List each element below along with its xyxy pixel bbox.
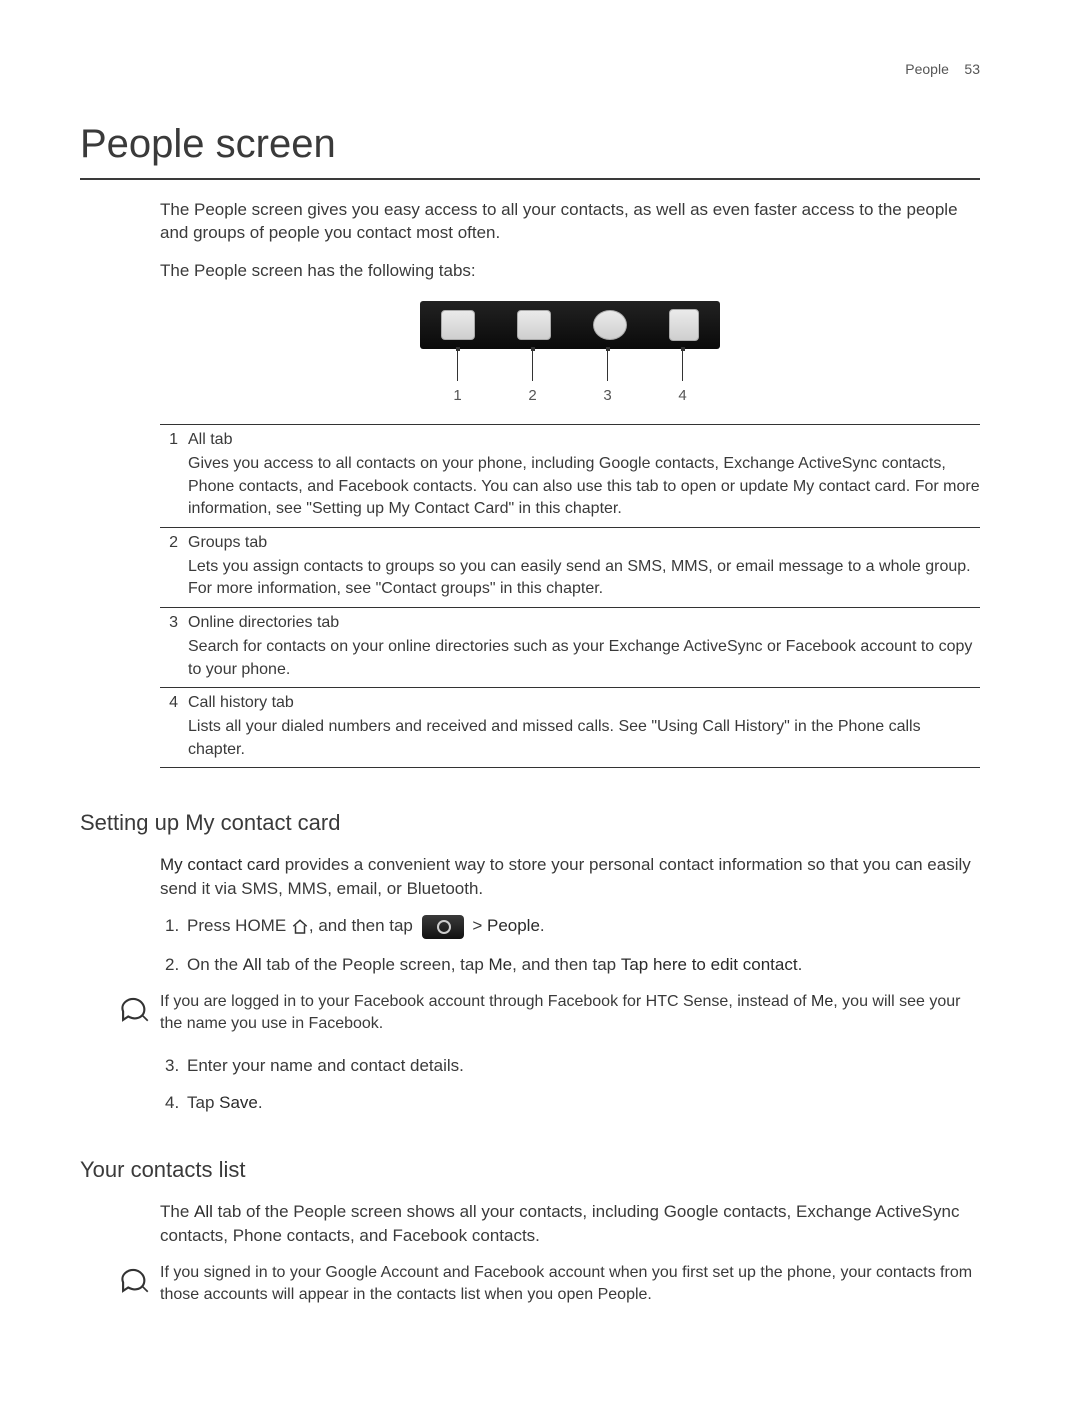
table-row: 3 Online directories tab Search for cont… — [160, 608, 980, 688]
header-section: People — [905, 61, 949, 77]
online-directories-tab-icon — [593, 310, 627, 340]
table-row: 2 Groups tab Lets you assign contacts to… — [160, 528, 980, 608]
step-3-content: Enter your name and contact details. — [187, 1054, 980, 1078]
step-number: 2. — [165, 953, 187, 977]
step-number: 3. — [165, 1054, 187, 1078]
facebook-note: If you are logged in to your Facebook ac… — [118, 991, 980, 1036]
def-desc: Search for contacts on your online direc… — [188, 636, 980, 681]
groups-tab-icon — [517, 310, 551, 340]
tab-strip — [420, 301, 720, 349]
list-item: 2. On the All tab of the People screen, … — [165, 953, 980, 977]
table-row: 1 All tab Gives you access to all contac… — [160, 425, 980, 528]
tabs-figure: 1 2 3 4 — [160, 301, 980, 406]
table-row: 4 Call history tab Lists all your dialed… — [160, 688, 980, 768]
accounts-note-text: If you signed in to your Google Account … — [160, 1262, 980, 1307]
def-desc: Gives you access to all contacts on your… — [188, 453, 980, 520]
def-num: 1 — [160, 429, 188, 521]
step-1-content: Press HOME , and then tap > People. — [187, 914, 980, 939]
bold-my-contact-card: My contact card — [160, 855, 280, 874]
callout-2: 2 — [528, 385, 536, 406]
callout-1: 1 — [453, 385, 461, 406]
step-number: 1. — [165, 914, 187, 939]
list-item: 1. Press HOME , and then tap > People. — [165, 914, 980, 939]
contacts-list-intro: The All tab of the People screen shows a… — [160, 1200, 980, 1248]
home-icon — [291, 918, 309, 936]
def-title: Groups tab — [188, 532, 980, 554]
header-page-number: 53 — [964, 61, 980, 77]
def-title: Online directories tab — [188, 612, 980, 634]
page-header: People 53 — [80, 60, 980, 80]
def-num: 4 — [160, 692, 188, 761]
def-num: 2 — [160, 532, 188, 601]
call-history-tab-icon — [669, 309, 699, 341]
tip-icon — [118, 1262, 152, 1303]
tabs-definition-table: 1 All tab Gives you access to all contac… — [160, 424, 980, 768]
def-desc: Lets you assign contacts to groups so yo… — [188, 556, 980, 601]
step-4-content: Tap Save. — [187, 1091, 980, 1115]
contact-card-intro: My contact card provides a convenient wa… — [160, 853, 980, 901]
bold-people: People — [487, 916, 540, 935]
all-tab-icon — [441, 310, 475, 340]
step-2-content: On the All tab of the People screen, tap… — [187, 953, 980, 977]
section-heading-contacts-list: Your contacts list — [80, 1155, 980, 1186]
accounts-note: If you signed in to your Google Account … — [118, 1262, 980, 1307]
def-title: All tab — [188, 429, 980, 451]
callout-4: 4 — [678, 385, 686, 406]
def-desc: Lists all your dialed numbers and receiv… — [188, 716, 980, 761]
list-item: 4. Tap Save. — [165, 1091, 980, 1115]
def-title: Call history tab — [188, 692, 980, 714]
intro-paragraph-2: The People screen has the following tabs… — [160, 259, 980, 283]
intro-paragraph-1: The People screen gives you easy access … — [160, 198, 980, 246]
tip-icon — [118, 991, 152, 1032]
step-number: 4. — [165, 1091, 187, 1115]
callout-3: 3 — [603, 385, 611, 406]
page-title: People screen — [80, 116, 980, 180]
all-apps-icon — [422, 915, 464, 939]
section-heading-contact-card: Setting up My contact card — [80, 808, 980, 839]
list-item: 3. Enter your name and contact details. — [165, 1054, 980, 1078]
def-num: 3 — [160, 612, 188, 681]
tabs-callouts: 1 2 3 4 — [420, 347, 720, 406]
